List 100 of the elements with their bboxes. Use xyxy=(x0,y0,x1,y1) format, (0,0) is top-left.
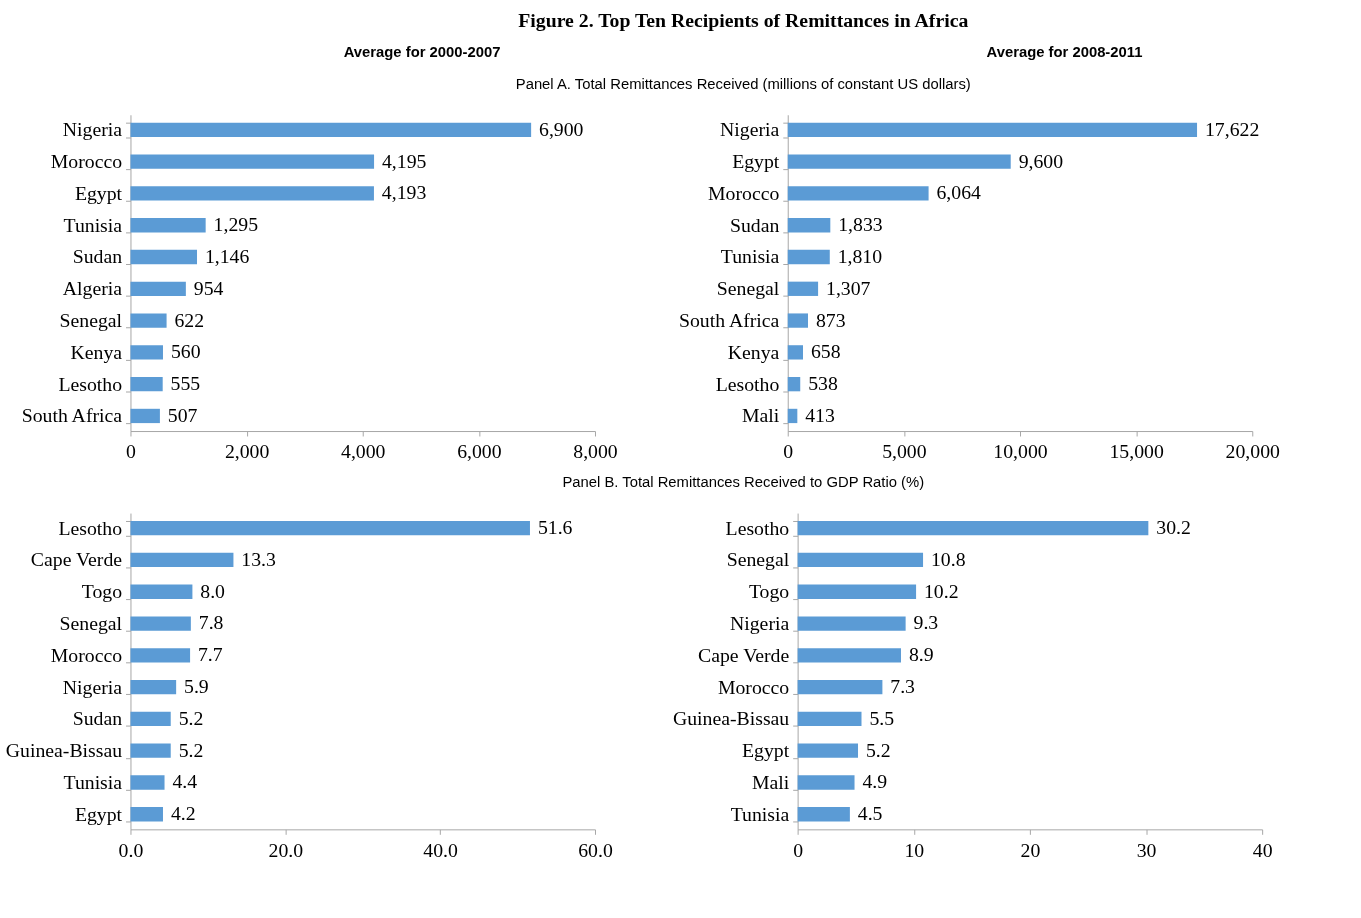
data-label: 7.8 xyxy=(198,611,224,634)
x-tick-label: 30 xyxy=(1136,838,1157,861)
text: Panel B. Total Remittances Received to GDP Ratio (%) xyxy=(562,474,925,491)
bar xyxy=(130,377,163,392)
data-label: 622 xyxy=(174,308,205,331)
data-label: 6,064 xyxy=(936,181,982,204)
y-tick-label: Guinea-Bissau xyxy=(672,707,790,730)
y-tick-label: Mali xyxy=(751,770,790,793)
data-label: 560 xyxy=(170,340,201,363)
y-tick-label: Nigeria xyxy=(720,118,780,141)
chart-subtitle: Average for 2008-2011 xyxy=(986,44,1143,61)
x-tick-label: 0 xyxy=(126,440,137,463)
x-tick-label: 10 xyxy=(904,838,925,861)
data-label: 413 xyxy=(805,403,835,426)
y-tick-label: Senegal xyxy=(59,309,123,332)
bar xyxy=(787,249,830,265)
y-tick-label: Senegal xyxy=(726,548,790,571)
bar xyxy=(787,408,798,424)
data-label: 5.9 xyxy=(184,675,209,698)
y-tick-label: Lesotho xyxy=(58,516,123,539)
data-label: 4.9 xyxy=(862,770,888,793)
y-tick-label: Cape Verde xyxy=(30,548,123,571)
y-tick-label: Tunisia xyxy=(730,802,790,825)
y-tick-label: Egypt xyxy=(732,150,780,173)
y-tick-label: South Africa xyxy=(678,309,780,332)
y-tick-label: Tunisia xyxy=(63,213,123,236)
x-tick-label: 20,000 xyxy=(1225,440,1281,463)
x-tick-label: 40 xyxy=(1252,838,1273,861)
y-tick-label: Morocco xyxy=(50,150,123,173)
data-label: 538 xyxy=(808,372,838,395)
y-tick-label: Cape Verde xyxy=(698,643,790,666)
chart-subtitle: Average for 2000-2007 xyxy=(343,44,501,61)
data-label: 10.2 xyxy=(923,579,959,602)
y-tick-label: Lesotho xyxy=(58,372,123,395)
data-label: 507 xyxy=(167,403,198,426)
bar xyxy=(130,679,177,695)
data-label: 1,833 xyxy=(838,213,883,236)
x-tick-label: 5,000 xyxy=(882,440,927,463)
data-label: 8.9 xyxy=(908,643,934,666)
data-label: 873 xyxy=(815,308,846,331)
data-label: 954 xyxy=(193,276,224,299)
data-label: 7.7 xyxy=(197,643,223,666)
bar xyxy=(797,679,883,695)
data-label: 30.2 xyxy=(1156,516,1191,539)
bar xyxy=(130,281,186,296)
data-label: 51.6 xyxy=(537,516,573,539)
data-label: 555 xyxy=(170,372,201,395)
data-label: 658 xyxy=(810,340,841,363)
bar xyxy=(130,584,193,599)
data-label: 4.4 xyxy=(172,770,198,793)
x-tick-label: 4,000 xyxy=(341,440,386,463)
y-tick-label: Morocco xyxy=(717,675,790,698)
y-tick-label: Mali xyxy=(742,404,780,427)
bar xyxy=(797,552,924,568)
y-tick-label: Egypt xyxy=(742,739,790,762)
y-tick-label: Morocco xyxy=(50,643,123,666)
y-tick-label: Sudan xyxy=(72,707,123,730)
x-tick-label: 2,000 xyxy=(224,440,270,463)
data-label: 1,307 xyxy=(826,276,871,299)
y-tick-label: Egypt xyxy=(74,802,123,825)
bar xyxy=(130,521,530,536)
bar xyxy=(130,249,198,265)
bar xyxy=(787,345,804,360)
bar xyxy=(130,807,163,822)
y-tick-label: Lesotho xyxy=(725,516,790,539)
bar xyxy=(130,552,234,568)
bar xyxy=(130,186,374,201)
bar xyxy=(130,616,191,631)
data-label: 5.5 xyxy=(869,706,895,729)
bar xyxy=(797,648,901,663)
y-tick-label: South Africa xyxy=(21,404,123,427)
x-tick-label: 8,000 xyxy=(573,440,618,463)
data-label: 4,195 xyxy=(381,149,427,172)
data-label: 5.2 xyxy=(178,706,204,729)
y-tick-label: Senegal xyxy=(59,611,123,634)
y-tick-label: Egypt xyxy=(74,181,123,204)
y-tick-label: Sudan xyxy=(72,245,123,268)
text: Figure 2. Top Ten Recipients of Remittances in Africa xyxy=(518,8,969,31)
y-tick-label: Kenya xyxy=(70,340,123,363)
x-tick-label: 60.0 xyxy=(578,838,613,861)
x-tick-label: 20.0 xyxy=(268,838,304,861)
data-label: 1,810 xyxy=(837,244,883,267)
data-label: 10.8 xyxy=(930,547,966,570)
data-label: 5.2 xyxy=(865,738,891,761)
data-label: 6,900 xyxy=(539,117,584,140)
data-label: 5.2 xyxy=(178,738,204,761)
y-tick-label: Sudan xyxy=(729,213,780,236)
data-label: 4.5 xyxy=(857,802,883,825)
bar xyxy=(130,743,171,758)
bar xyxy=(797,775,855,790)
y-tick-label: Lesotho xyxy=(715,372,780,395)
y-tick-label: Morocco xyxy=(708,181,780,204)
bar xyxy=(130,408,160,424)
y-tick-label: Kenya xyxy=(727,340,780,363)
bar xyxy=(797,616,906,631)
data-label: 1,146 xyxy=(204,244,250,267)
bar xyxy=(787,377,801,392)
y-tick-label: Togo xyxy=(748,580,790,603)
x-tick-label: 20 xyxy=(1020,838,1041,861)
x-tick-label: 0.0 xyxy=(118,838,144,861)
